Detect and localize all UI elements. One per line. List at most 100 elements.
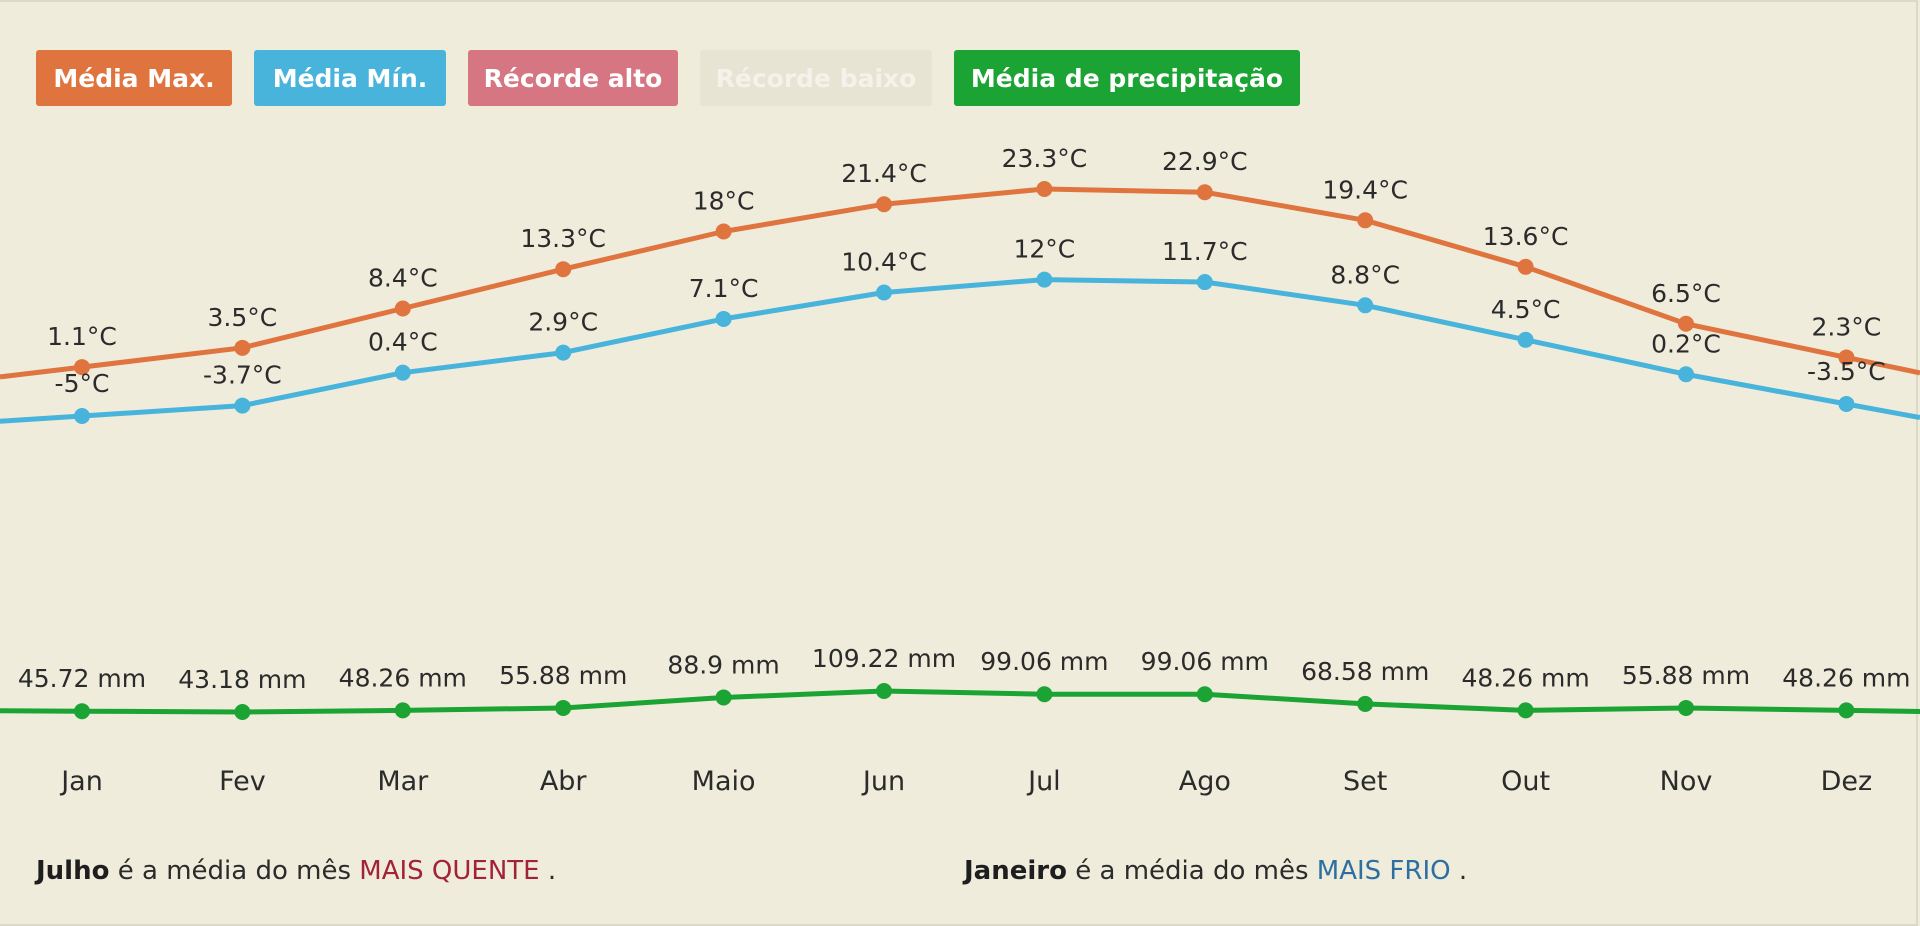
data-point-precipitacao <box>1196 686 1213 703</box>
data-label-precipitacao: 88.9 mm <box>667 650 779 679</box>
legend-button-media-precipitacao[interactable]: Média de precipitação <box>954 50 1300 106</box>
hottest-month-name: Julho <box>36 856 110 886</box>
x-axis-tick-label: Mar <box>377 766 429 797</box>
data-label-media-min: 2.9°C <box>528 308 598 337</box>
x-axis-tick-label: Abr <box>540 766 588 797</box>
data-point-precipitacao <box>555 699 572 716</box>
data-point-precipitacao <box>715 689 732 706</box>
x-axis-tick-label: Nov <box>1660 766 1713 797</box>
data-label-media-max: 19.4°C <box>1322 175 1408 204</box>
series-line-precipitacao <box>0 688 1920 715</box>
data-point-precipitacao <box>1678 699 1694 716</box>
data-point-media-min <box>715 310 732 327</box>
data-point-precipitacao <box>234 704 251 720</box>
data-label-precipitacao: 48.26 mm <box>1782 663 1910 692</box>
data-point-media-max <box>1838 349 1855 366</box>
data-point-media-min <box>555 344 572 361</box>
data-label-media-max: 8.4°C <box>368 264 438 293</box>
data-point-media-max <box>1196 184 1213 201</box>
hottest-month-text: é a média do mês <box>117 856 351 886</box>
legend: Média Max. Média Mín. Récorde alto Récor… <box>36 50 1300 106</box>
data-point-precipitacao <box>876 683 892 699</box>
legend-button-recorde-baixo[interactable]: Récorde baixo <box>700 50 932 106</box>
data-point-media-min <box>1036 271 1053 288</box>
data-point-media-max <box>234 339 251 356</box>
coldest-tag: MAIS FRIO <box>1316 856 1451 886</box>
legend-button-media-min[interactable]: Média Mín. <box>254 50 446 106</box>
data-point-media-min <box>1838 395 1855 412</box>
data-label-precipitacao: 55.88 mm <box>1622 661 1750 690</box>
data-point-media-min <box>234 397 251 414</box>
coldest-period: . <box>1458 856 1468 886</box>
data-point-media-max <box>876 196 892 213</box>
legend-button-recorde-alto[interactable]: Récorde alto <box>468 50 678 106</box>
data-label-precipitacao: 99.06 mm <box>1141 647 1269 676</box>
data-label-media-min: 4.5°C <box>1491 295 1561 324</box>
series-line-media-min <box>0 277 1920 424</box>
data-label-media-min: 11.7°C <box>1162 237 1248 266</box>
data-point-precipitacao <box>1036 686 1053 703</box>
data-point-precipitacao <box>1357 695 1374 712</box>
coldest-month-note: Janeiro é a média do mês MAIS FRIO . <box>964 856 1467 886</box>
data-label-media-max: 1.1°C <box>47 322 117 351</box>
data-label-media-max: 22.9°C <box>1162 147 1248 176</box>
data-point-media-min <box>876 284 892 301</box>
data-label-media-min: 7.1°C <box>689 274 759 303</box>
data-label-media-min: 10.4°C <box>841 247 927 276</box>
data-point-precipitacao <box>394 702 411 719</box>
x-axis-tick-label: Maio <box>692 766 756 797</box>
data-label-precipitacao: 48.26 mm <box>339 663 467 692</box>
data-label-precipitacao: 99.06 mm <box>980 647 1108 676</box>
data-label-media-max: 13.3°C <box>520 224 606 253</box>
data-label-media-max: 13.6°C <box>1483 222 1569 251</box>
data-label-media-min: 8.8°C <box>1330 260 1400 289</box>
data-point-media-max <box>1678 315 1694 332</box>
data-label-media-max: 21.4°C <box>841 159 927 188</box>
data-point-media-max <box>74 359 90 376</box>
data-point-media-min <box>1517 331 1534 348</box>
x-axis-tick-label: Jul <box>1026 766 1061 797</box>
data-point-media-max <box>1036 181 1053 197</box>
data-point-media-max <box>1357 212 1374 229</box>
data-label-precipitacao: 48.26 mm <box>1461 663 1589 692</box>
data-label-precipitacao: 43.18 mm <box>178 665 306 694</box>
data-point-media-min <box>394 364 411 381</box>
x-axis-tick-label: Jun <box>861 766 905 797</box>
data-label-media-max: 6.5°C <box>1651 279 1721 308</box>
x-axis-tick-label: Dez <box>1821 766 1873 797</box>
hottest-month-note: Julho é a média do mês MAIS QUENTE . <box>36 856 556 886</box>
data-label-media-min: 0.4°C <box>368 328 438 357</box>
data-point-media-max <box>555 261 572 278</box>
coldest-month-name: Janeiro <box>964 856 1067 886</box>
data-point-media-max <box>1517 258 1534 275</box>
data-label-precipitacao: 55.88 mm <box>499 661 627 690</box>
data-label-precipitacao: 68.58 mm <box>1301 657 1429 686</box>
x-axis-tick-label: Ago <box>1179 766 1231 797</box>
data-label-media-max: 2.3°C <box>1812 312 1882 341</box>
data-label-media-min: -3.5°C <box>1807 357 1886 386</box>
data-label-media-max: 3.5°C <box>208 303 278 332</box>
x-axis-tick-label: Out <box>1501 766 1550 797</box>
data-point-media-max <box>394 300 411 317</box>
data-label-precipitacao: 109.22 mm <box>812 644 956 673</box>
data-point-media-max <box>715 223 732 240</box>
data-label-media-min: 12°C <box>1014 235 1076 264</box>
x-axis-tick-label: Set <box>1343 766 1387 797</box>
legend-button-media-max[interactable]: Média Max. <box>36 50 232 106</box>
data-label-precipitacao: 45.72 mm <box>18 664 146 693</box>
data-label-media-max: 18°C <box>693 187 755 216</box>
data-label-media-max: 23.3°C <box>1002 144 1088 173</box>
data-label-media-min: -3.7°C <box>203 361 282 390</box>
hottest-period: . <box>547 856 557 886</box>
data-point-precipitacao <box>1838 702 1855 719</box>
data-point-media-min <box>1196 274 1213 291</box>
series-line-media-max <box>0 186 1920 380</box>
x-axis-tick-label: Jan <box>59 766 103 797</box>
data-point-media-min <box>74 408 90 424</box>
coldest-month-text: é a média do mês <box>1075 856 1309 886</box>
data-label-media-min: 0.2°C <box>1651 329 1721 358</box>
data-point-media-min <box>1678 366 1694 383</box>
data-point-precipitacao <box>1517 702 1534 719</box>
